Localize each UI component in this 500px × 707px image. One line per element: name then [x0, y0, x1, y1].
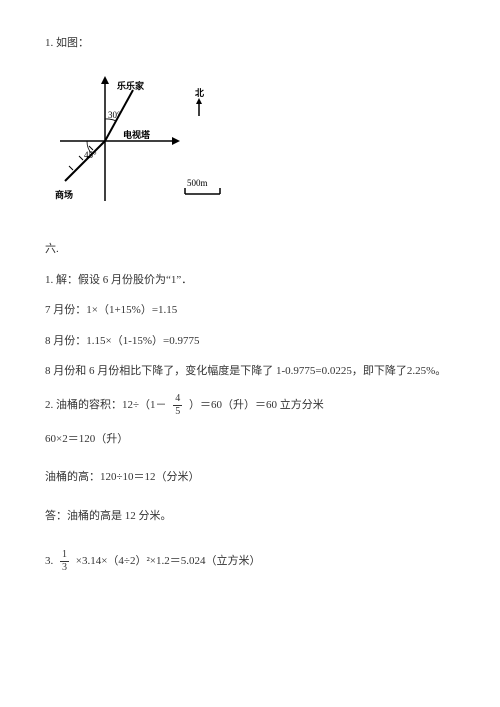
q2-frac-den: 5 — [173, 406, 182, 417]
q1-line3: 8 月份：1.15×（1-15%）=0.9775 — [45, 333, 455, 350]
mall-label: 商场 — [55, 189, 73, 200]
q3-frac-num: 1 — [60, 550, 69, 562]
q2-line2: 60×2＝120（升） — [45, 431, 455, 448]
q3-fraction: 1 3 — [60, 550, 69, 573]
q2-frac-num: 4 — [173, 394, 182, 406]
q2-fraction: 4 5 — [173, 394, 182, 417]
tower-label: 电视塔 — [123, 129, 151, 140]
q1-line2: 7 月份：1×（1+15%）=1.15 — [45, 302, 455, 319]
q1-label: 1. 如图： — [45, 35, 455, 52]
scale-label: 500m — [187, 178, 208, 188]
page: 1. 如图： 乐乐家 30° 电视塔 45° 商场 — [0, 0, 500, 707]
lele-label: 乐乐家 — [117, 80, 145, 91]
section-6-heading: 六. — [45, 241, 455, 258]
q2-line4: 答：油桶的高是 12 分米。 — [45, 508, 455, 525]
q3-prefix: 3. — [45, 555, 56, 567]
angle30-label: 30° — [108, 110, 121, 120]
q3-frac-den: 3 — [60, 562, 69, 573]
q2-line3: 油桶的高：120÷10＝12（分米） — [45, 469, 455, 486]
q1-line4: 8 月份和 6 月份相比下降了，变化幅度是下降了 1-0.9775=0.0225… — [45, 363, 455, 380]
diagram-svg: 乐乐家 30° 电视塔 45° 商场 北 500m — [45, 66, 245, 216]
q2-line1: 2. 油桶的容积：12÷（1－ 4 5 ）＝60（升）＝60 立方分米 — [45, 394, 455, 417]
angle45-label: 45° — [84, 150, 97, 160]
diagram: 乐乐家 30° 电视塔 45° 商场 北 500m — [45, 66, 455, 222]
q2-suffix: ）＝60（升）＝60 立方分米 — [189, 399, 324, 411]
north-label: 北 — [195, 87, 204, 98]
q3-suffix: ×3.14×（4÷2）²×1.2＝5.024（立方米） — [76, 555, 261, 567]
q1-line1: 1. 解：假设 6 月份股价为“1”． — [45, 272, 455, 289]
q3-line: 3. 1 3 ×3.14×（4÷2）²×1.2＝5.024（立方米） — [45, 550, 455, 573]
q2-prefix: 2. 油桶的容积：12÷（1－ — [45, 399, 169, 411]
